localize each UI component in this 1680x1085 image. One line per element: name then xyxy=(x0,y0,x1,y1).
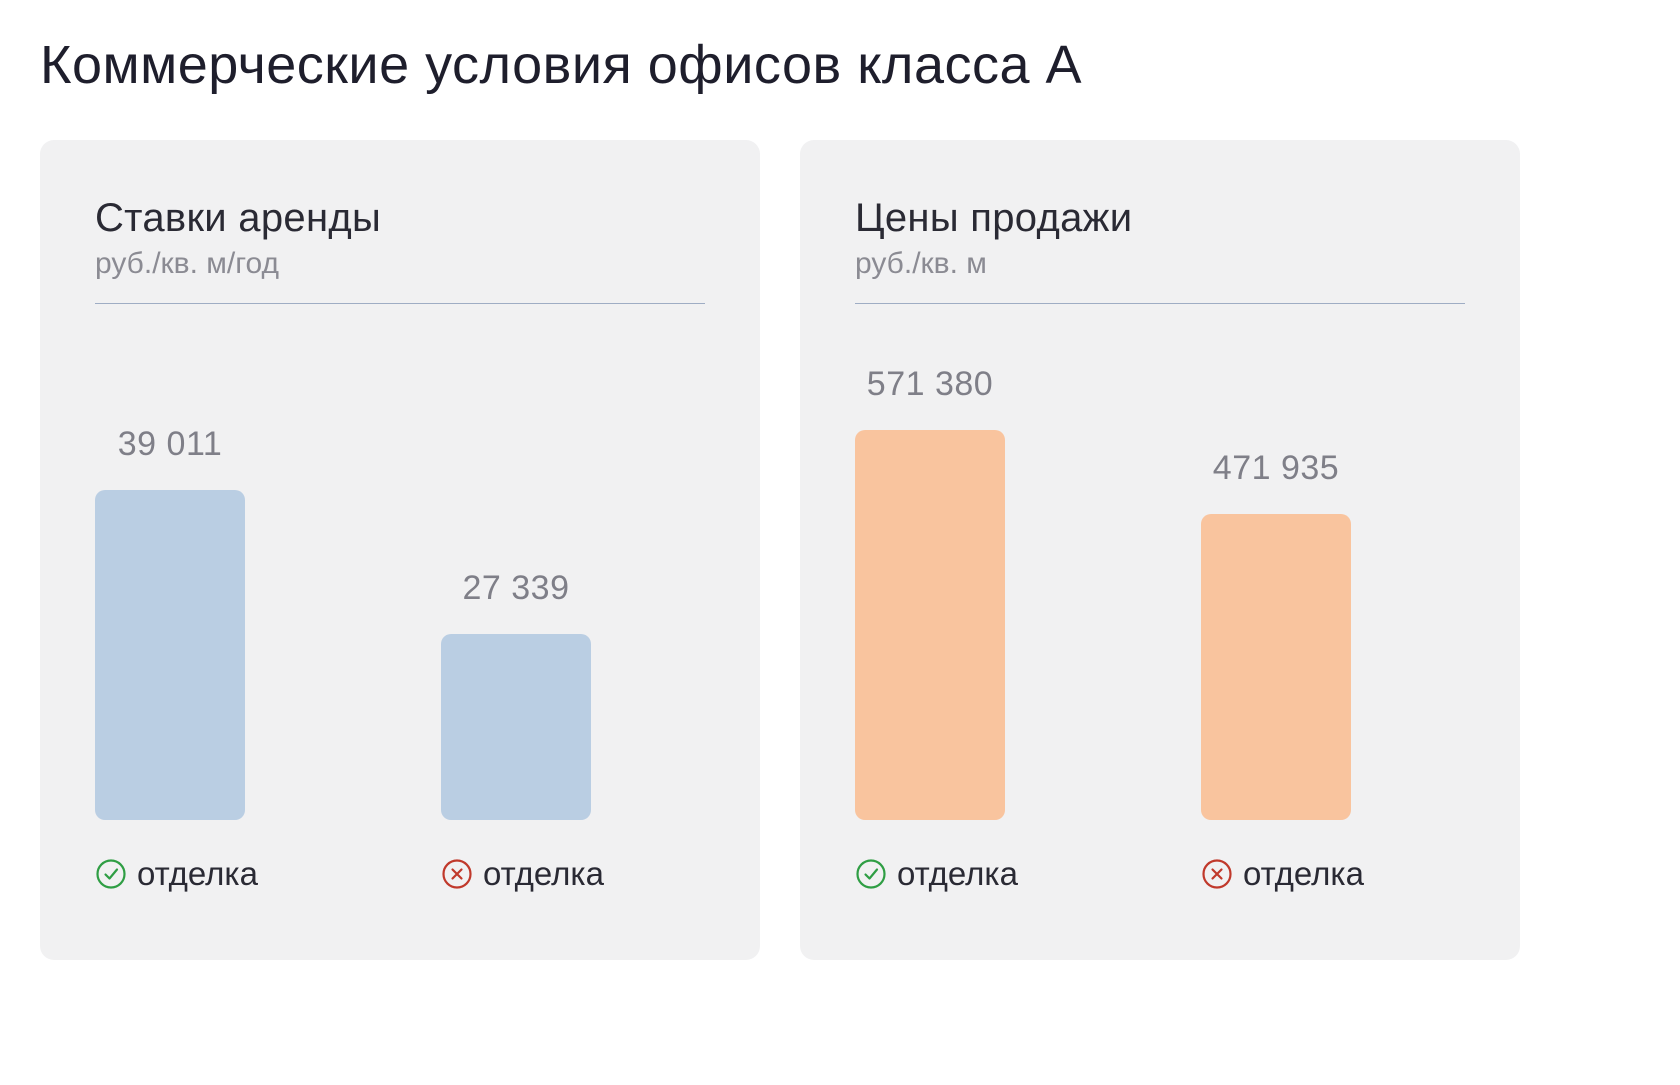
sale-bar-group-without-finish: 471 935 отделка xyxy=(1201,449,1364,896)
x-circle-icon xyxy=(1202,859,1232,889)
category-label-without-finish: отделка xyxy=(1201,852,1364,896)
rent-bar-group-with-finish: 39 011 отделка xyxy=(95,425,258,896)
x-circle-icon xyxy=(442,859,472,889)
category-text: отделка xyxy=(483,855,604,892)
bar-value-label: 471 935 xyxy=(1212,449,1340,487)
sale-chart: 571 380 отделка 471 935 xyxy=(855,304,1465,896)
category-text: отделка xyxy=(137,855,258,892)
check-circle-icon xyxy=(96,859,126,889)
rent-rates-card: Ставки аренды руб./кв. м/год 39 011 отде… xyxy=(40,140,760,960)
divider-line xyxy=(95,303,705,304)
rent-card-title: Ставки аренды xyxy=(95,196,382,240)
category-label-without-finish: отделка xyxy=(441,852,604,896)
sale-prices-card: Цены продажи руб./кв. м 571 380 отделка xyxy=(800,140,1520,960)
sale-bar-without-finish xyxy=(1201,514,1351,820)
sale-bar-group-with-finish: 571 380 отделка xyxy=(855,365,1018,896)
rent-bar-without-finish xyxy=(441,634,591,820)
category-label-with-finish: отделка xyxy=(95,852,258,896)
check-circle-icon xyxy=(856,859,886,889)
rent-card-subtitle: руб./кв. м/год xyxy=(95,247,280,280)
page-title: Коммерческие условия офисов класса А xyxy=(40,35,1083,95)
category-text: отделка xyxy=(897,855,1018,892)
sale-bar-with-finish xyxy=(855,430,1005,820)
bar-value-label: 39 011 xyxy=(117,425,223,463)
category-label-with-finish: отделка xyxy=(855,852,1018,896)
category-text: отделка xyxy=(1243,855,1364,892)
cards-row: Ставки аренды руб./кв. м/год 39 011 отде… xyxy=(40,140,1640,960)
sale-card-subtitle: руб./кв. м xyxy=(855,247,987,280)
rent-bar-group-without-finish: 27 339 отделка xyxy=(441,569,604,896)
rent-bar-with-finish xyxy=(95,490,245,820)
divider-line xyxy=(855,303,1465,304)
rent-chart: 39 011 отделка 27 339 xyxy=(95,304,705,896)
sale-card-title: Цены продажи xyxy=(855,196,1133,240)
bar-value-label: 571 380 xyxy=(866,365,994,403)
bar-value-label: 27 339 xyxy=(462,569,570,607)
